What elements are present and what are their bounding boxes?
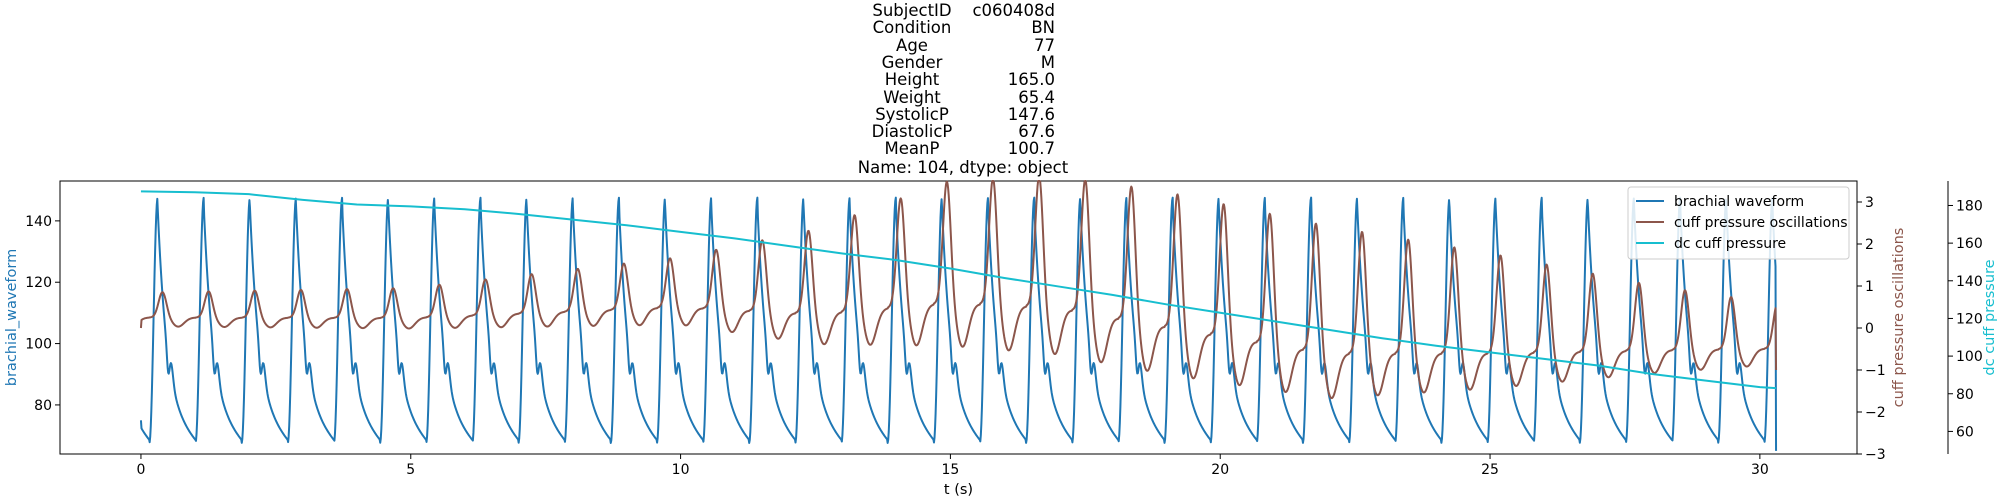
legend-box [1627,186,1850,260]
plot-frame [59,180,1858,455]
series-line-brachial-waveform [139,196,1778,451]
x-axis: 0 5 10 15 20 25 30 t (s) [136,454,1769,498]
title-field-value: BN [1031,18,1055,38]
dc-axis-tick-label: 60 [1956,424,1974,440]
right-y-tick-label: 0 [1865,321,1874,337]
title-field-key: Gender [881,52,943,72]
x-tick-label: 15 [941,462,959,478]
title-field-value: 67.6 [1018,122,1055,142]
title-field-key: Condition [872,18,952,38]
legend: brachial waveform cuff pressure oscillati… [1627,186,1850,260]
title-field-value: M [1040,52,1055,72]
legend-entry-label: dc cuff pressure [1674,236,1786,252]
title-field-value: 147.6 [1007,104,1055,124]
dc-axis-tick-label: 160 [1956,236,1983,252]
x-axis-label: t (s) [944,482,973,498]
dc-axis-tick-label: 140 [1956,274,1983,290]
title-field-key: SubjectID [872,1,952,20]
left-y-tick-label: 80 [34,398,52,414]
dc-axis-tick-label: 100 [1956,349,1983,365]
left-y-axis-label: brachial_waveform [4,249,20,386]
title-field-value: 100.7 [1007,139,1055,159]
x-tick-label: 0 [136,462,145,478]
title-field-key: SystolicP [875,104,949,124]
right-y-tick-label: 3 [1865,195,1874,211]
title-field-key: Weight [883,87,941,107]
title-field-value: c060408d [972,1,1055,20]
right-y-axis-oscillations: −3 −2 −1 0 1 2 3 cuff pressure oscillations [1857,195,1907,463]
right-y-tick-label: 2 [1865,237,1874,253]
legend-entry-label: cuff pressure oscillations [1674,215,1848,231]
right-y-tick-label: −3 [1865,447,1886,463]
left-y-tick-label: 140 [25,214,52,230]
title-field-key: MeanP [884,139,940,159]
x-tick-label: 10 [672,462,690,478]
dc-axis-label: dc cuff pressure [1982,259,1998,375]
x-tick-label: 30 [1751,462,1769,478]
title-field-value: 165.0 [1007,70,1055,90]
title-footer: Name: 104, dtype: object [857,158,1069,177]
title-field-value: 65.4 [1018,87,1055,107]
left-y-axis: 80 100 120 140 brachial_waveform [4,214,60,414]
series-layer [139,180,1778,451]
title-field-value: 77 [1034,35,1055,55]
x-tick-label: 25 [1481,462,1499,478]
right-y-tick-label: −1 [1865,363,1886,379]
left-y-tick-label: 120 [25,275,52,291]
series-line-cuff-pressure-oscillations [139,180,1778,400]
left-y-tick-label: 100 [25,337,52,353]
title-field-key: DiastolicP [871,122,953,142]
dc-axis-tick-label: 120 [1956,311,1983,327]
dc-axis-tick-label: 180 [1956,198,1983,214]
dc-axis-tick-label: 80 [1956,387,1974,403]
series-line-dc-cuff-pressure [140,190,1777,390]
title-field-key: Age [896,35,928,55]
x-tick-label: 20 [1211,462,1229,478]
title-field-key: Height [884,70,940,90]
right-y-tick-label: −2 [1865,405,1886,421]
right-y-axis-dc-pressure: 60 80 100 120 140 160 180 dc cuff pressure [1947,181,1998,454]
legend-entry-label: brachial waveform [1674,194,1804,210]
x-tick-label: 5 [406,462,415,478]
right-y-axis-label: cuff pressure oscillations [1891,228,1907,408]
right-y-tick-label: 1 [1865,279,1874,295]
